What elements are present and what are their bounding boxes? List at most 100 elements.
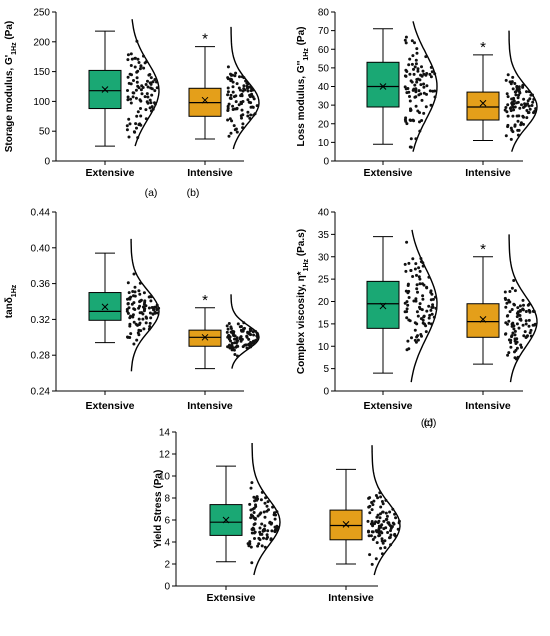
data-point — [135, 80, 139, 84]
data-point — [138, 321, 142, 325]
data-point — [507, 319, 511, 323]
data-point — [514, 348, 518, 352]
data-point — [252, 511, 256, 514]
data-points — [226, 65, 259, 138]
data-point — [249, 508, 253, 512]
data-point — [141, 312, 145, 316]
data-point — [405, 70, 409, 73]
data-point — [149, 101, 153, 105]
data-point — [147, 327, 151, 331]
data-point — [275, 510, 279, 514]
data-point — [388, 510, 392, 514]
data-point — [127, 117, 131, 121]
data-point — [529, 328, 533, 332]
data-point — [424, 330, 428, 334]
data-point — [522, 97, 526, 101]
data-point — [428, 89, 432, 93]
data-point — [409, 145, 413, 149]
data-point — [524, 322, 528, 326]
data-point — [129, 64, 133, 67]
data-point — [255, 104, 259, 108]
data-point — [148, 321, 152, 325]
data-point — [367, 534, 371, 538]
data-point — [234, 127, 238, 131]
data-point — [253, 522, 257, 526]
data-point — [232, 124, 236, 128]
data-point — [422, 82, 426, 86]
data-point — [237, 103, 241, 107]
data-point — [413, 321, 417, 325]
data-point — [382, 519, 386, 523]
data-point — [132, 79, 135, 82]
data-point — [133, 285, 137, 289]
data-point — [383, 546, 387, 550]
data-point — [527, 318, 531, 322]
data-point — [226, 118, 230, 122]
data-point — [521, 83, 525, 87]
data-point — [410, 62, 414, 66]
data-point — [240, 94, 244, 98]
data-point — [414, 58, 418, 62]
data-point — [248, 540, 252, 544]
data-point — [157, 306, 161, 310]
data-point — [233, 353, 237, 356]
data-point — [415, 80, 419, 84]
data-point — [226, 109, 230, 112]
data-point — [431, 89, 435, 93]
data-point — [408, 57, 412, 61]
data-point — [145, 92, 149, 96]
data-point — [240, 337, 244, 341]
series-intensive: * — [466, 234, 538, 383]
data-point — [510, 128, 514, 132]
y-tick-label: 50 — [39, 127, 51, 138]
data-point — [129, 332, 133, 336]
data-point — [133, 65, 137, 69]
category-label-intensive: Intensive — [187, 167, 233, 179]
data-point — [275, 524, 279, 528]
data-point — [246, 89, 250, 93]
data-point — [370, 530, 374, 534]
data-point — [370, 562, 374, 566]
data-point — [150, 306, 154, 309]
y-tick-label: 0.36 — [31, 279, 51, 290]
data-point — [234, 338, 238, 341]
data-point — [415, 273, 418, 277]
data-point — [248, 502, 252, 506]
data-point — [129, 101, 133, 105]
data-point — [245, 334, 249, 338]
data-point — [229, 346, 233, 349]
data-point — [242, 76, 246, 80]
category-label-intensive: Intensive — [465, 400, 511, 412]
data-point — [527, 104, 531, 108]
data-point — [126, 53, 130, 57]
data-point — [421, 294, 425, 298]
data-point — [517, 93, 521, 97]
data-point — [259, 498, 263, 502]
data-point — [155, 80, 158, 84]
data-point — [414, 137, 418, 141]
data-point — [241, 100, 245, 103]
data-point — [528, 331, 532, 335]
data-point — [138, 311, 142, 315]
data-point — [427, 321, 431, 325]
data-point — [229, 93, 233, 97]
data-point — [143, 307, 146, 311]
data-point — [412, 67, 415, 71]
data-point — [151, 80, 155, 84]
data-point — [232, 95, 236, 99]
data-point — [238, 75, 241, 79]
data-point — [513, 124, 517, 128]
data-point — [142, 327, 146, 331]
data-point — [408, 99, 412, 103]
y-tick-label: 200 — [33, 37, 50, 48]
data-point — [129, 82, 133, 86]
data-point — [513, 337, 517, 341]
data-point — [231, 85, 235, 89]
data-point — [252, 113, 256, 117]
data-point — [149, 76, 153, 80]
data-point — [266, 535, 269, 539]
y-tick-label: 150 — [33, 67, 50, 78]
panel-e: 0 2 4 6 8 10 12 14 Extensive Intensive Yield Stres… — [153, 428, 401, 604]
data-points — [225, 321, 260, 358]
data-point — [404, 35, 408, 39]
